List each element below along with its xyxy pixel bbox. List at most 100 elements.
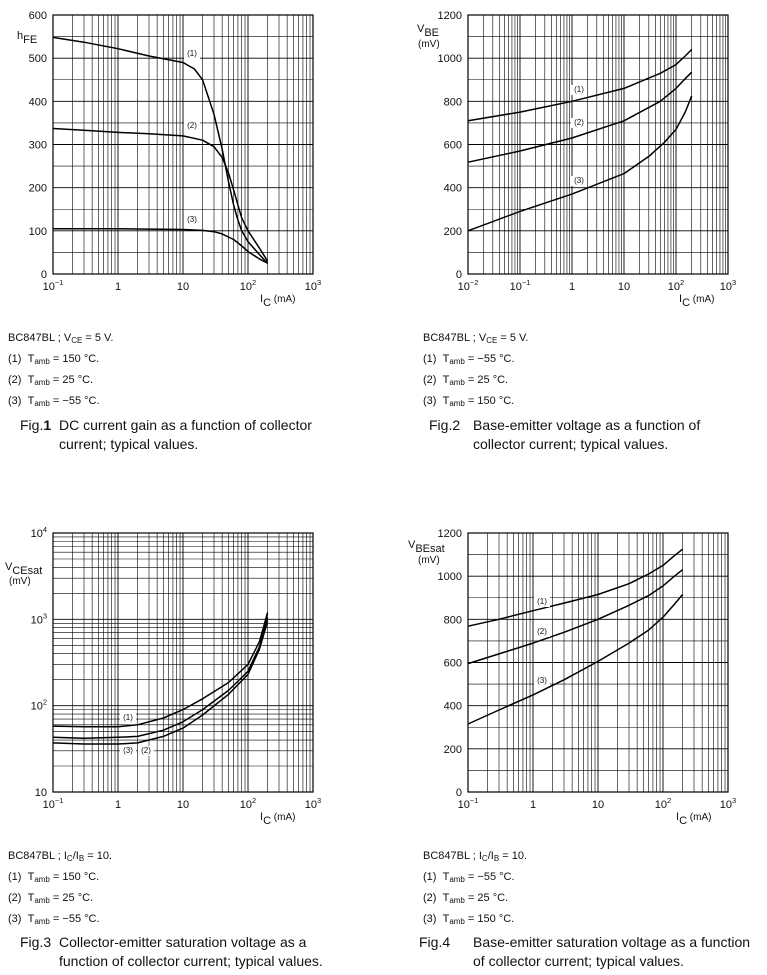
y-tick-label: 600 [444, 140, 462, 152]
conditions-fig4: BC847BL ; IC/IB = 10. (1) Tamb = −55 °C.… [423, 847, 527, 931]
y-tick-label: 800 [444, 96, 462, 108]
series-line-1 [52, 36, 269, 264]
y-tick-label: 400 [444, 183, 462, 195]
conditions-line: BC847BL ; VCE = 5 V. [8, 332, 114, 345]
y-tick-label: 0 [456, 787, 462, 799]
condition-item: (1) Tamb = −55 °C. [423, 871, 515, 884]
annotation-bg [571, 85, 587, 95]
figure-label: Fig.1 [20, 417, 52, 433]
plot-frame [467, 532, 729, 793]
x-tick-label: 10−1 [43, 278, 64, 293]
curve-label: (1) [574, 85, 584, 94]
x-tick-label: 1 [115, 281, 121, 293]
y-tick-label: 1000 [438, 53, 462, 65]
curve-label: (1) [187, 49, 197, 58]
conditions-line: BC847BL ; IC/IB = 10. [423, 850, 527, 863]
figure-label: Fig.3 [20, 934, 52, 950]
annotation-bg [534, 676, 550, 686]
curve-label: (2) [574, 118, 584, 127]
y-tick-label: 200 [29, 183, 47, 195]
condition-item: (2) Tamb = 25 °C. [423, 892, 509, 905]
series-line-2 [52, 617, 269, 739]
series-line-3 [467, 95, 693, 232]
annotation-bg [120, 746, 136, 756]
x-axis-label: IC (mA) [260, 293, 295, 309]
series-line-2 [52, 127, 269, 262]
series-line-2 [467, 71, 693, 163]
condition-item: (3) Tamb = −55 °C. [8, 913, 100, 926]
condition-item: (2) Tamb = 25 °C. [8, 374, 94, 387]
y-axis-label: VBE [417, 23, 439, 39]
y-tick-label: 0 [41, 269, 47, 281]
condition-item: (3) Tamb = 150 °C. [423, 913, 515, 926]
y-tick-label: 600 [444, 658, 462, 670]
series-line-3 [467, 594, 684, 725]
y-axis-unit: (mV) [418, 39, 440, 50]
y-tick-label: 600 [29, 10, 47, 22]
x-tick-label: 10 [177, 799, 189, 811]
annotation-bg [184, 49, 200, 59]
y-tick-label: 400 [444, 701, 462, 713]
y-tick-label: 800 [444, 614, 462, 626]
series-line-1 [467, 548, 684, 627]
annotation-bg [571, 176, 587, 186]
condition-item: (1) Tamb = 150 °C. [8, 871, 100, 884]
x-tick-label: 103 [305, 796, 321, 811]
series-line-2 [467, 569, 684, 665]
annotation-bg [138, 746, 154, 756]
series-line-1 [467, 48, 693, 122]
x-tick-label: 10 [618, 281, 630, 293]
curve-label: (2) [141, 746, 151, 755]
y-axis-label: VBEsat [408, 539, 445, 555]
x-tick-label: 1 [569, 281, 575, 293]
annotation-bg [571, 118, 587, 128]
annotation-bg [534, 597, 550, 607]
y-tick-label: 100 [29, 226, 47, 238]
condition-item: (2) Tamb = 25 °C. [8, 892, 94, 905]
figure-caption: Base-emitter saturation voltage as a fun… [473, 934, 751, 969]
figure-caption: Base-emitter voltage as a function of co… [473, 417, 701, 452]
x-tick-label: 10−1 [510, 278, 531, 293]
x-tick-label: 1 [115, 799, 121, 811]
y-tick-label: 0 [456, 269, 462, 281]
plot-frame [52, 532, 314, 793]
annotation-bg [184, 121, 200, 131]
condition-item: (2) Tamb = 25 °C. [423, 374, 509, 387]
y-tick-label: 102 [31, 698, 47, 713]
curve-label: (3) [537, 676, 547, 685]
figure-caption: DC current gain as a function of collect… [59, 417, 312, 452]
y-tick-label: 300 [29, 140, 47, 152]
y-tick-label: 103 [31, 611, 47, 626]
curve-label: (3) [574, 176, 584, 185]
conditions-fig2: BC847BL ; VCE = 5 V. (1) Tamb = −55 °C. … [423, 329, 528, 413]
x-tick-label: 103 [720, 278, 736, 293]
x-tick-label: 102 [668, 278, 684, 293]
x-axis-label: IC (mA) [679, 293, 714, 309]
plot-frame [467, 14, 729, 275]
y-tick-label: 1000 [438, 571, 462, 583]
curve-label: (2) [187, 121, 197, 130]
x-axis-label: IC (mA) [676, 811, 711, 827]
x-tick-label: 10−1 [43, 796, 64, 811]
y-tick-label: 400 [29, 96, 47, 108]
series-line-1 [52, 612, 269, 728]
y-tick-label: 104 [31, 525, 47, 540]
x-tick-label: 103 [720, 796, 736, 811]
curve-label: (1) [123, 713, 133, 722]
curve-label: (3) [187, 215, 197, 224]
x-tick-label: 103 [305, 278, 321, 293]
x-tick-label: 10−2 [458, 278, 479, 293]
y-axis-label: VCEsat [5, 561, 42, 577]
curve-label: (3) [123, 746, 133, 755]
y-axis-label: hFE [17, 30, 37, 46]
x-tick-label: 10 [177, 281, 189, 293]
conditions-fig1: BC847BL ; VCE = 5 V. (1) Tamb = 150 °C. … [8, 329, 113, 413]
y-tick-label: 1200 [438, 10, 462, 22]
x-tick-label: 102 [240, 278, 256, 293]
series-line-3 [52, 621, 269, 745]
curve-label: (2) [537, 627, 547, 636]
curve-label: (1) [537, 597, 547, 606]
